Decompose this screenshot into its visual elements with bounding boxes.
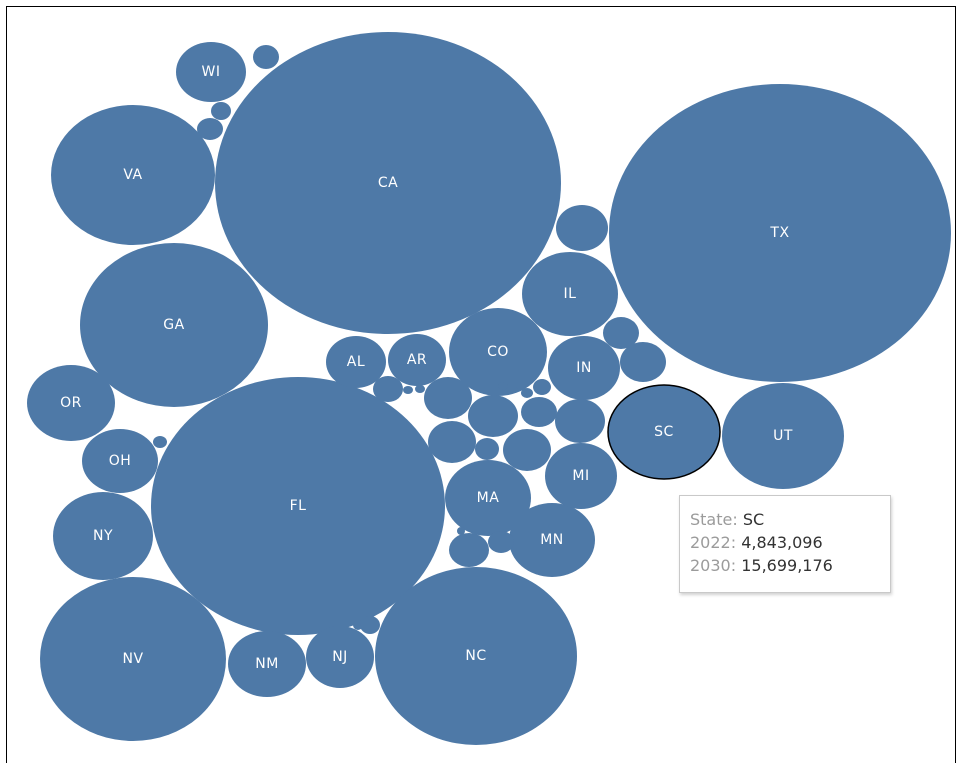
tooltip-state-value: SC	[742, 510, 765, 529]
tooltip-2022-label: 2022:	[690, 533, 737, 552]
bubble-va[interactable]	[51, 105, 215, 245]
bubble-label-tx: TX	[769, 225, 789, 241]
bubble-unlabeled-31[interactable]	[415, 385, 425, 393]
bubble-label-mi: MI	[572, 468, 589, 484]
tooltip-2030-value: 15,699,176	[741, 556, 833, 575]
bubble-label-or: OR	[60, 395, 82, 411]
bubble-unlabeled-26[interactable]	[253, 45, 279, 69]
bubble-unlabeled-46[interactable]	[360, 616, 380, 634]
bubble-unlabeled-27[interactable]	[211, 102, 231, 120]
bubble-co[interactable]	[449, 308, 547, 396]
bubble-label-nm: NM	[255, 656, 279, 672]
bubble-unlabeled-23[interactable]	[556, 205, 608, 251]
bubble-label-va: VA	[123, 167, 142, 183]
bubble-label-oh: OH	[109, 453, 132, 469]
bubble-in[interactable]	[548, 336, 620, 400]
tooltip-2030-label: 2030:	[690, 556, 737, 575]
bubble-fl[interactable]	[151, 377, 445, 635]
bubble-label-ga: GA	[163, 317, 184, 333]
bubble-or[interactable]	[27, 365, 115, 441]
bubble-unlabeled-32[interactable]	[424, 377, 472, 419]
bubble-label-ca: CA	[378, 175, 398, 191]
bubble-unlabeled-25[interactable]	[620, 342, 666, 382]
bubble-label-nj: NJ	[332, 649, 348, 665]
bubble-label-ar: AR	[407, 352, 427, 368]
bubble-label-sc: SC	[654, 424, 674, 440]
bubble-chart: CA TX FL NC NV GA VA SC UT NY IL CO OR MA MN NM OH IN WI MI…	[27, 32, 951, 745]
bubble-il[interactable]	[522, 252, 618, 336]
bubble-ma[interactable]	[445, 460, 531, 536]
bubble-label-co: CO	[487, 344, 509, 360]
bubble-unlabeled-34[interactable]	[428, 421, 476, 463]
bubble-ny[interactable]	[53, 492, 153, 580]
bubble-label-fl: FL	[290, 498, 307, 514]
bubble-nv[interactable]	[40, 577, 226, 741]
bubble-wi[interactable]	[176, 42, 246, 102]
tooltip-2022-row: 2022: 4,843,096	[690, 531, 890, 554]
bubble-label-ma: MA	[477, 490, 500, 506]
bubble-unlabeled-30[interactable]	[403, 386, 413, 394]
bubble-mi[interactable]	[545, 443, 617, 509]
tooltip-2022-value: 4,843,096	[741, 533, 823, 552]
bubble-unlabeled-48[interactable]	[510, 387, 518, 393]
bubble-unlabeled-28[interactable]	[197, 118, 223, 140]
bubble-nc[interactable]	[375, 567, 577, 745]
chart-frame: CA TX FL NC NV GA VA SC UT NY IL CO OR MA MN NM OH IN WI MI…	[6, 6, 956, 763]
bubble-nm[interactable]	[228, 631, 306, 697]
tooltip: State: SC 2022: 4,843,096 2030: 15,699,1…	[679, 495, 891, 593]
bubble-label-nc: NC	[465, 648, 486, 664]
bubble-label-in: IN	[576, 360, 592, 376]
bubble-ar[interactable]	[388, 334, 446, 386]
bubble-unlabeled-36[interactable]	[503, 429, 551, 471]
bubble-label-ut: UT	[773, 428, 793, 444]
bubble-label-ny: NY	[93, 528, 113, 544]
bubble-unlabeled-39[interactable]	[521, 388, 533, 398]
bubble-unlabeled-38[interactable]	[533, 379, 551, 395]
tooltip-2030-row: 2030: 15,699,176	[690, 554, 890, 577]
bubble-unlabeled-42[interactable]	[449, 533, 489, 567]
bubble-ut[interactable]	[722, 383, 844, 489]
bubble-unlabeled-24[interactable]	[603, 317, 639, 349]
bubble-sc[interactable]	[607, 384, 721, 480]
bubble-al[interactable]	[326, 336, 386, 388]
bubble-label-al: AL	[347, 354, 365, 370]
bubble-nj[interactable]	[306, 626, 374, 688]
tooltip-state-row: State: SC	[690, 508, 890, 531]
bubble-oh[interactable]	[82, 429, 158, 493]
bubble-unlabeled-33[interactable]	[468, 395, 518, 437]
bubble-unlabeled-43[interactable]	[488, 531, 514, 553]
bubble-unlabeled-40[interactable]	[555, 399, 605, 443]
bubble-label-il: IL	[564, 286, 577, 302]
bubble-unlabeled-47[interactable]	[498, 382, 508, 390]
tooltip-state-label: State:	[690, 510, 738, 529]
bubble-unlabeled-37[interactable]	[521, 397, 557, 427]
bubble-tx[interactable]	[609, 84, 951, 382]
bubble-ga[interactable]	[80, 243, 268, 407]
bubble-ca[interactable]	[215, 32, 561, 334]
bubble-label-nv: NV	[122, 651, 143, 667]
bubble-mn[interactable]	[509, 503, 595, 577]
bubble-unlabeled-35[interactable]	[475, 438, 499, 460]
bubble-unlabeled-44[interactable]	[457, 527, 465, 535]
bubble-unlabeled-29[interactable]	[373, 376, 403, 402]
bubble-label-wi: WI	[202, 64, 221, 80]
bubble-unlabeled-41[interactable]	[153, 436, 167, 448]
bubble-label-mn: MN	[540, 532, 564, 548]
